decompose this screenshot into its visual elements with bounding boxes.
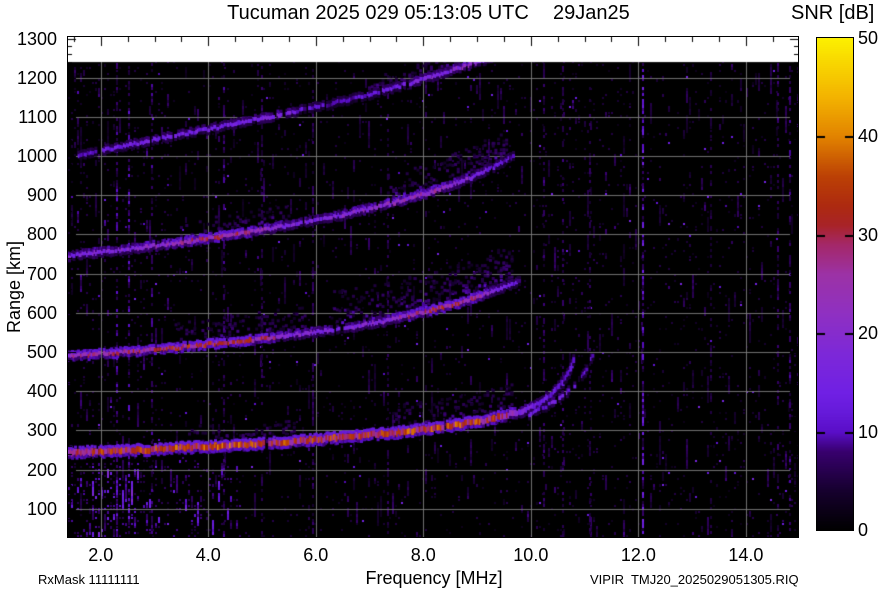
colorbar [816, 37, 854, 531]
ionogram-canvas [68, 37, 798, 537]
colorbar-tick-label: 20 [858, 323, 879, 344]
plot-area [67, 36, 799, 538]
x-tick-label: 8.0 [410, 545, 436, 565]
x-axis-label: Frequency [MHz] [365, 568, 503, 588]
y-tick-label: 700 [26, 263, 57, 284]
colorbar-tick-label: 30 [858, 224, 879, 245]
y-tick-label: 1100 [18, 106, 57, 127]
x-tick-label: 10.0 [513, 545, 549, 565]
plot-title: Tucuman 2025 029 05:13:05 UTC [227, 2, 529, 24]
y-tick-label: 300 [26, 420, 57, 441]
y-tick-label: 1300 [16, 28, 57, 49]
x-tick-label: 4.0 [195, 545, 221, 565]
y-tick-label: 1000 [16, 146, 57, 167]
colorbar-canvas [817, 38, 853, 530]
colorbar-tick-label: 40 [858, 126, 879, 147]
x-tick-label: 14.0 [728, 545, 764, 565]
colorbar-title: SNR [dB] [791, 2, 875, 24]
y-tick-label: 600 [26, 302, 57, 323]
colorbar-tick-label: 50 [858, 28, 879, 48]
y-tick-label: 500 [26, 342, 57, 363]
y-tick-label: 200 [26, 459, 57, 480]
y-tick-label: 400 [26, 381, 57, 402]
colorbar-tick-label: 10 [858, 421, 879, 442]
rx-mask-label: RxMask 11111111 [38, 572, 140, 587]
x-tick-label: 2.0 [88, 545, 114, 565]
y-tick-label: 100 [26, 498, 57, 519]
y-tick-label: 900 [26, 185, 57, 206]
y-tick-label: 800 [26, 224, 57, 245]
y-tick-label: 1200 [16, 67, 57, 88]
x-tick-label: 6.0 [303, 545, 329, 565]
plot-date-label: 29Jan25 [553, 2, 630, 24]
file-id-label: VIPIR TMJ20_2025029051305.RIQ [590, 572, 799, 587]
x-tick-label: 12.0 [620, 545, 656, 565]
colorbar-tick-label: 0 [858, 520, 869, 540]
